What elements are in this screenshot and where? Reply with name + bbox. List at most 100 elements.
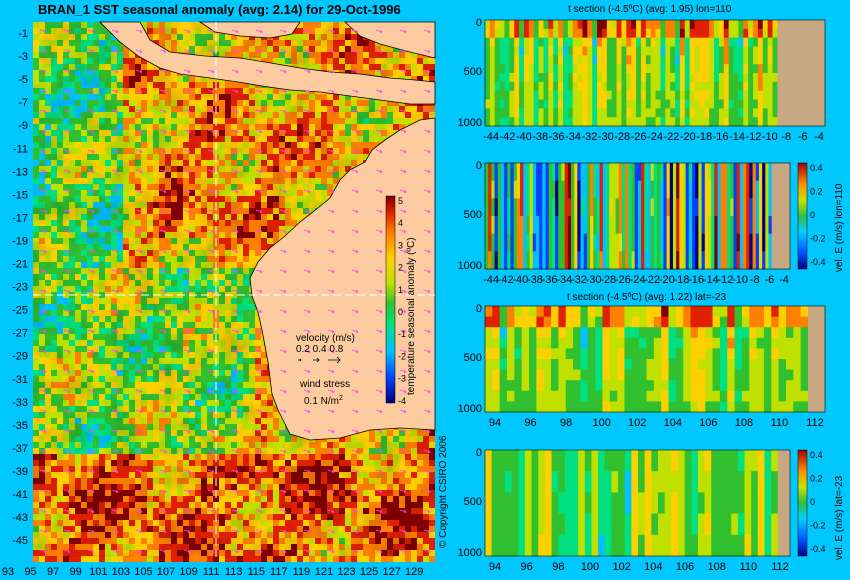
wind-arrow: [159, 29, 167, 34]
wind-arrow: [351, 409, 359, 414]
wind-arrow: [207, 489, 215, 494]
section-x-tick: -18: [696, 131, 712, 143]
wind-arrow: [183, 509, 191, 514]
wind-arrow: [255, 409, 263, 414]
map-x-tick: 127: [382, 566, 400, 578]
wind-arrow: [207, 169, 215, 174]
wind-arrow: [135, 369, 143, 374]
wind-arrow: [231, 529, 239, 534]
wind-arrow: [111, 129, 119, 134]
section-x-tick: -10: [762, 131, 778, 143]
section-x-tick: 100: [592, 417, 610, 429]
wind-arrow: [39, 489, 47, 494]
map-colorbar-tick: 4: [398, 218, 403, 228]
wind-arrow: [39, 409, 47, 414]
map-x-tick: 119: [293, 566, 311, 578]
wind-arrow: [255, 269, 263, 274]
wind-arrow: [207, 209, 215, 214]
wind-arrow: [255, 149, 263, 154]
wind-arrow: [135, 389, 143, 394]
wind-arrow: [375, 329, 383, 334]
wind-arrow: [351, 269, 359, 274]
map-x-tick: 115: [247, 566, 265, 578]
wind-arrow: [87, 349, 95, 354]
wind-arrow: [375, 469, 383, 474]
wind-arrow: [399, 469, 407, 474]
wind-arrow: [351, 469, 359, 474]
wind-arrow: [399, 409, 407, 414]
section-x-tick: -28: [600, 274, 616, 286]
wind-arrow: [231, 69, 239, 74]
section-x-tick: -44: [483, 131, 499, 143]
map-x-tick: 93: [2, 566, 14, 578]
wind-arrow: [327, 189, 335, 194]
wind-arrow: [63, 409, 71, 414]
wind-arrow: [207, 549, 215, 554]
wind-arrow: [327, 469, 335, 474]
wind-arrow: [183, 329, 191, 334]
section-colorbar-tick: 0.2: [810, 474, 823, 484]
section-land: [808, 306, 825, 412]
map-y-tick: -39: [12, 466, 28, 478]
wind-arrow: [87, 69, 95, 74]
wind-arrow: [351, 529, 359, 534]
wind-arrow: [111, 369, 119, 374]
section-x-tick: -32: [571, 274, 587, 286]
wind-arrow: [423, 89, 431, 94]
section-x-tick: -4: [779, 274, 789, 286]
wind-arrow: [351, 29, 359, 34]
wind-arrow: [87, 529, 95, 534]
wind-arrow: [279, 269, 287, 274]
wind-arrow: [351, 489, 359, 494]
velocity-legend-arrows: [298, 356, 341, 364]
wind-arrow: [87, 429, 95, 434]
wind-arrow: [135, 229, 143, 234]
section-x-tick: 106: [699, 417, 717, 429]
wind-arrow: [111, 289, 119, 294]
wind-arrow: [87, 369, 95, 374]
wind-arrow: [351, 149, 359, 154]
map-x-tick: 107: [157, 566, 175, 578]
copyright: © Copyright CSIRO 2006: [438, 435, 449, 548]
wind-arrow: [327, 489, 335, 494]
wind-arrow: [375, 489, 383, 494]
map-y-tick: -23: [12, 282, 28, 294]
map-y-ticks: -1 -3 -5 -7 -9 -11 -13 -15 -17 -19 -21 -23 -25 -27 -29…: [12, 28, 28, 547]
wind-arrow: [423, 29, 431, 34]
wind-arrow: [135, 429, 143, 434]
wind-arrow: [423, 349, 431, 354]
section-x-tick: -24: [647, 131, 663, 143]
wind-arrow: [63, 509, 71, 514]
wind-arrow: [111, 409, 119, 414]
wind-arrow: [327, 29, 335, 34]
wind-arrow: [231, 549, 239, 554]
map-colorbar-ticks: 5 4 3 2 1 0 -1 -2 -3 -4: [398, 196, 406, 406]
wind-arrow: [87, 249, 95, 254]
map-y-tick: -5: [18, 74, 28, 86]
section-colorbar: [797, 449, 808, 557]
section-x-tick: 94: [489, 417, 501, 429]
wind-arrow: [39, 449, 47, 454]
wind-arrow: [423, 269, 431, 274]
wind-arrow: [255, 349, 263, 354]
wind-arrow: [255, 169, 263, 174]
section-x-tick: -14: [729, 131, 745, 143]
wind-arrow: [303, 29, 311, 34]
wind-arrow: [207, 329, 215, 334]
section-x-tick: 110: [740, 561, 758, 573]
section-y-tick: 500: [464, 209, 482, 221]
wind-arrow: [423, 109, 431, 114]
wind-arrow: [399, 389, 407, 394]
wind-arrow: [87, 149, 95, 154]
wind-arrow: [159, 209, 167, 214]
wind-arrow: [375, 529, 383, 534]
wind-arrow: [303, 489, 311, 494]
wind-arrow: [399, 129, 407, 134]
wind-arrow: [207, 69, 215, 74]
wind-arrow: [39, 89, 47, 94]
map-x-ticks: 93 95 97 99 101 103 105 107 109 111 113 115 117 119 12…: [2, 566, 424, 578]
wind-arrow: [255, 189, 263, 194]
section-colorbar: [797, 162, 808, 270]
wind-arrow: [183, 549, 191, 554]
wind-arrow: [183, 489, 191, 494]
